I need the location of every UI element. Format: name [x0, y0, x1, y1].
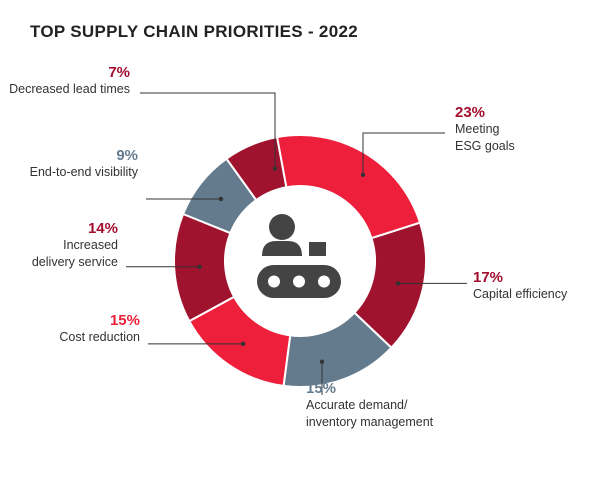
- chart-title: TOP SUPPLY CHAIN PRIORITIES - 2022: [30, 22, 358, 41]
- leader-dot-cost-reduction: [240, 341, 246, 347]
- data-label-capital-efficiency: 17%: [473, 269, 503, 286]
- category-label-cost-reduction: Cost reduction: [59, 330, 140, 344]
- data-label-accurate-demand-inventory-management: 15%: [306, 380, 336, 397]
- worker-conveyor-icon: [257, 214, 341, 298]
- category-label-accurate-demand-inventory-management: Accurate demand/: [306, 398, 408, 412]
- leader-line-meeting-esg-goals: [362, 132, 445, 175]
- category-label-meeting-esg-goals: Meeting: [455, 122, 500, 136]
- category-label-meeting-esg-goals: ESG goals: [455, 139, 515, 153]
- leader-dot-capital-efficiency: [395, 281, 401, 286]
- category-label-accurate-demand-inventory-management: inventory management: [306, 415, 434, 429]
- data-label-meeting-esg-goals: 23%: [455, 104, 485, 121]
- category-label-capital-efficiency: Capital efficiency: [473, 287, 568, 301]
- leader-dot-meeting-esg-goals: [360, 172, 366, 177]
- data-label-cost-reduction: 15%: [110, 312, 140, 329]
- data-label-end-to-end-visibility: 9%: [116, 147, 138, 164]
- data-label-increased-delivery-service: 14%: [88, 220, 118, 237]
- leader-dot-decreased-lead-times: [272, 166, 278, 171]
- category-label-increased-delivery-service: delivery service: [32, 255, 118, 269]
- donut-hole: [225, 186, 375, 336]
- leader-dot-end-to-end-visibility: [218, 196, 224, 202]
- category-label-end-to-end-visibility: End-to-end visibility: [30, 165, 139, 179]
- leader-dot-accurate-demand-inventory-management: [319, 359, 325, 364]
- leader-dot-increased-delivery-service: [197, 264, 202, 269]
- data-label-decreased-lead-times: 7%: [108, 64, 130, 81]
- category-label-increased-delivery-service: Increased: [63, 238, 118, 252]
- leader-line-decreased-lead-times: [140, 92, 276, 169]
- category-label-decreased-lead-times: Decreased lead times: [9, 82, 130, 96]
